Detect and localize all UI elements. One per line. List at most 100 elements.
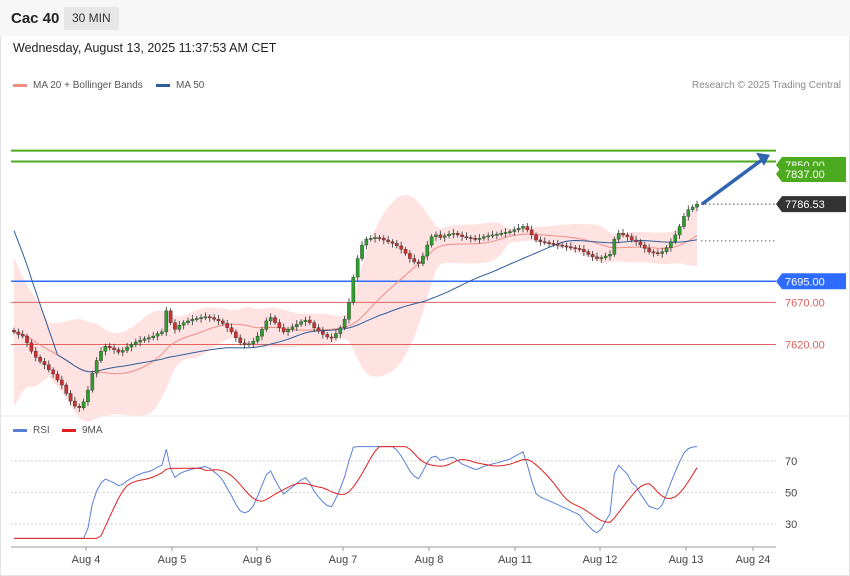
candle-body	[612, 238, 617, 255]
candle-body	[173, 322, 177, 330]
instrument-title: Cac 40	[11, 10, 60, 27]
candle	[390, 239, 395, 248]
candle-body	[186, 320, 190, 323]
candle-body	[190, 319, 195, 322]
candle-body	[560, 244, 564, 247]
candle	[468, 234, 473, 243]
candle	[234, 329, 238, 343]
candle-body	[582, 249, 586, 252]
candle	[434, 231, 438, 241]
candle-body	[351, 276, 356, 303]
candle-body	[555, 243, 560, 246]
candle-body	[664, 247, 669, 252]
candle-body	[207, 316, 212, 319]
candle	[238, 334, 243, 346]
candle-body	[347, 302, 351, 320]
candle-body	[81, 401, 86, 408]
candle-body	[107, 346, 112, 349]
candle	[473, 234, 477, 242]
candle-body	[412, 258, 417, 263]
candle-body	[338, 327, 343, 334]
candle-body	[60, 379, 64, 386]
candle-body	[477, 238, 482, 240]
candle	[286, 326, 290, 337]
ma9-swatch	[62, 429, 76, 432]
candle-body	[586, 251, 591, 255]
candle-body	[373, 237, 377, 239]
candle	[329, 333, 334, 343]
candle-body	[634, 239, 638, 242]
legend-9ma: 9MA	[62, 425, 103, 436]
candle	[625, 232, 630, 241]
candle	[294, 320, 299, 332]
x-tick-label: Aug 5	[158, 554, 187, 566]
candle	[242, 338, 247, 349]
candle	[621, 229, 625, 238]
candle-body	[516, 227, 521, 231]
candle	[303, 316, 308, 326]
candle-body	[638, 241, 643, 246]
candle-body	[677, 226, 682, 236]
candle-body	[403, 249, 408, 254]
candle-body	[68, 393, 73, 402]
candle	[695, 200, 699, 212]
candle	[255, 331, 260, 344]
candle	[656, 249, 660, 256]
candle	[73, 396, 77, 409]
x-tick-label: Aug 13	[669, 554, 704, 566]
candle	[651, 249, 656, 257]
candle-body	[551, 243, 556, 245]
candle	[47, 360, 51, 373]
candle-body	[642, 244, 647, 249]
candle	[316, 324, 321, 334]
candle	[455, 230, 460, 238]
candle	[664, 245, 669, 255]
ma20-swatch	[13, 84, 27, 87]
candle	[542, 237, 547, 246]
candle	[290, 323, 295, 332]
candle-body	[51, 369, 55, 375]
candle	[268, 313, 273, 326]
candle-body	[86, 389, 90, 403]
candle-body	[38, 356, 42, 362]
rsi-9ma-line	[14, 446, 698, 539]
candle-body	[564, 245, 569, 248]
candle	[29, 339, 34, 354]
x-tick-label: Aug 12	[583, 554, 618, 566]
rsi-swatch	[13, 429, 27, 432]
candle-body	[438, 234, 443, 238]
candle-body	[308, 319, 312, 323]
candle-body	[360, 244, 364, 259]
candle	[412, 254, 417, 265]
candle-body	[577, 248, 582, 250]
candle-body	[242, 342, 247, 345]
candle	[120, 347, 125, 357]
candle-body	[399, 245, 403, 250]
candle	[677, 223, 682, 240]
candle	[312, 320, 316, 332]
candle-body	[312, 322, 316, 328]
candle	[90, 370, 95, 393]
candle	[77, 403, 82, 412]
candle-body	[490, 234, 495, 237]
candle	[425, 240, 430, 261]
candle	[508, 229, 512, 235]
candle	[64, 382, 69, 396]
candle-body	[499, 233, 504, 235]
candle-body	[90, 373, 95, 391]
candle-body	[125, 346, 129, 351]
candle-body	[221, 320, 225, 324]
timeframe-button[interactable]: 30 MIN	[64, 7, 119, 30]
candle-body	[395, 243, 399, 247]
candle-body	[460, 234, 464, 237]
ma50-swatch	[156, 84, 170, 87]
candle-body	[216, 319, 221, 322]
candle-body	[134, 341, 138, 345]
ma50-line	[13, 230, 698, 373]
candle-body	[434, 234, 438, 237]
candle	[660, 247, 664, 258]
candle	[181, 320, 186, 330]
candle	[603, 252, 608, 261]
candle	[381, 234, 386, 245]
candle	[308, 315, 312, 326]
